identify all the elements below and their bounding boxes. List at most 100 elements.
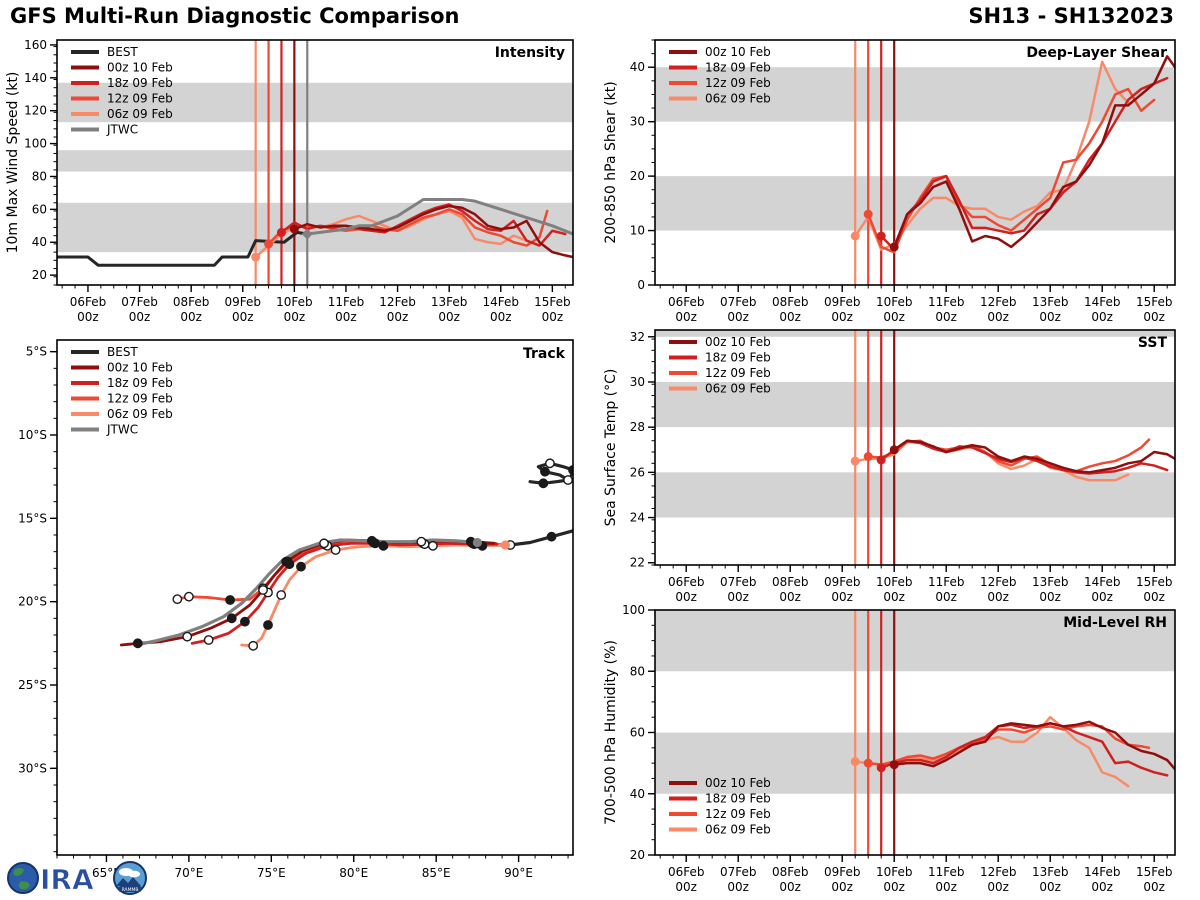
x-tick-hour: 00z xyxy=(883,880,905,894)
x-tick-hour: 00z xyxy=(727,310,749,324)
r00-track-line xyxy=(119,538,496,647)
x-tick-date: 07Feb xyxy=(720,575,757,589)
x-tick-date: 09Feb xyxy=(824,865,861,879)
track-fix-marker xyxy=(378,540,389,551)
shear-y-axis-label: 200-850 hPa Shear (kt) xyxy=(603,81,619,243)
legend-label-r06: 06z 09 Feb xyxy=(705,92,771,106)
x-tick-hour: 00z xyxy=(935,880,957,894)
x-tick-date: 08Feb xyxy=(173,295,210,309)
x-tick-hour: 00z xyxy=(490,310,512,324)
x-tick-hour: 00z xyxy=(675,310,697,324)
r18-init-dot xyxy=(876,231,886,241)
jtwc-track-line xyxy=(134,538,479,647)
x-tick-hour: 00z xyxy=(1143,590,1165,604)
x-tick-hour: 00z xyxy=(831,880,853,894)
r12-init-dot xyxy=(863,452,873,462)
x-tick-date: 12Feb xyxy=(980,865,1017,879)
x-tick-hour: 00z xyxy=(1091,310,1113,324)
sst-init-lines xyxy=(854,330,896,565)
x-tick-hour: 00z xyxy=(675,590,697,604)
r00-line xyxy=(293,204,573,259)
x-tick-hour: 00z xyxy=(77,310,99,324)
x-tick-date: 12Feb xyxy=(980,575,1017,589)
intensity-series xyxy=(57,197,573,267)
shear-bands xyxy=(655,67,1175,231)
legend-label-r00: 00z 10 Feb xyxy=(705,335,771,349)
x-tick-hour: 00z xyxy=(779,310,801,324)
x-tick-date: 09Feb xyxy=(824,575,861,589)
r00-line xyxy=(892,439,1175,474)
y-tick-label: 60 xyxy=(32,202,47,216)
track-fix-marker xyxy=(540,466,550,477)
x-tick-date: 07Feb xyxy=(720,865,757,879)
x-tick-date: 09Feb xyxy=(824,295,861,309)
x-tick-hour: 00z xyxy=(831,590,853,604)
x-tick-hour: 00z xyxy=(232,310,254,324)
x-tick-date: 06Feb xyxy=(668,575,705,589)
x-tick-date: 11Feb xyxy=(928,575,965,589)
y-tick-label: 100 xyxy=(24,137,47,151)
x-tick-hour: 00z xyxy=(129,310,151,324)
track-fix-marker xyxy=(258,585,268,595)
intensity-init-lines xyxy=(254,40,309,285)
best-line xyxy=(57,230,309,267)
shear-series xyxy=(850,55,1175,254)
track-fix-marker xyxy=(281,556,292,567)
x-tick-date: 08Feb xyxy=(772,865,809,879)
x-tick-date: 14Feb xyxy=(1084,865,1121,879)
x-tick-hour: 00z xyxy=(1039,310,1061,324)
r18-init-dot xyxy=(876,455,886,465)
x-tick-hour: 00z xyxy=(1143,880,1165,894)
x-tick-date: 09Feb xyxy=(225,295,262,309)
track-fix-marker xyxy=(263,620,273,630)
category-band xyxy=(57,82,573,123)
x-tick-date: 10Feb xyxy=(276,295,313,309)
legend-label-jtwc: JTWC xyxy=(106,423,138,437)
legend-label-r00: 00z 10 Feb xyxy=(107,361,173,375)
x-tick-hour: 00z xyxy=(831,310,853,324)
intensity-x-axis: 06Feb00z07Feb00z08Feb00z09Feb00z10Feb00z… xyxy=(61,285,571,324)
r06-init-dot xyxy=(850,757,860,767)
track-fix-marker xyxy=(225,595,235,605)
legend-label-r06: 06z 09 Feb xyxy=(107,407,173,421)
y-tick-label: 140 xyxy=(24,71,47,85)
x-tick-date: 15Feb xyxy=(1136,865,1173,879)
lat-tick-label: 15°S xyxy=(18,511,47,525)
category-band xyxy=(655,610,1175,672)
plot-border xyxy=(56,39,574,286)
r00-line xyxy=(892,55,1175,249)
x-tick-date: 13Feb xyxy=(1032,575,1069,589)
x-tick-date: 13Feb xyxy=(1032,865,1069,879)
sst-panel: 06Feb00z07Feb00z08Feb00z09Feb00z10Feb00z… xyxy=(603,329,1176,604)
x-tick-hour: 00z xyxy=(675,880,697,894)
x-tick-date: 10Feb xyxy=(876,295,913,309)
plot-border xyxy=(654,329,1176,566)
r18-line xyxy=(879,76,1169,251)
x-tick-hour: 00z xyxy=(987,590,1009,604)
x-tick-date: 10Feb xyxy=(876,865,913,879)
y-tick-label: 80 xyxy=(630,664,645,678)
track-fix-marker xyxy=(182,631,193,642)
x-tick-date: 13Feb xyxy=(1032,295,1069,309)
r06-init-dot xyxy=(850,456,860,466)
x-tick-hour: 00z xyxy=(1039,880,1061,894)
rh-x-axis: 06Feb00z07Feb00z08Feb00z09Feb00z10Feb00z… xyxy=(659,855,1173,894)
x-tick-date: 12Feb xyxy=(379,295,416,309)
y-tick-label: 22 xyxy=(630,556,645,570)
x-tick-date: 15Feb xyxy=(1136,295,1173,309)
rammb-text: RAMMB xyxy=(122,887,139,893)
r06-track-line xyxy=(240,543,507,648)
track-x-axis: 65°E 70°E 75°E 80°E 85°E 90°E xyxy=(56,855,569,880)
r06-init-dot xyxy=(251,252,261,262)
r18-line xyxy=(879,722,1169,777)
legend-label-r00: 00z 10 Feb xyxy=(107,61,173,75)
x-tick-hour: 00z xyxy=(883,310,905,324)
x-tick-date: 10Feb xyxy=(876,575,913,589)
y-tick-label: 80 xyxy=(32,169,47,183)
rh-y-axis-label: 700-500 hPa Humidity (%) xyxy=(603,640,619,825)
track-title: Track xyxy=(523,346,566,362)
page-title: GFS Multi-Run Diagnostic Comparison xyxy=(10,4,460,28)
